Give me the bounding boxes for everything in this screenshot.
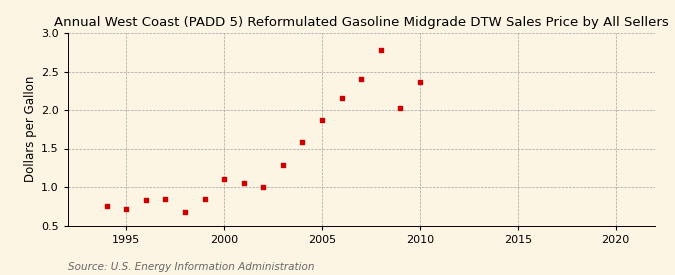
Point <box>199 196 210 201</box>
Point <box>121 207 132 211</box>
Point <box>219 177 230 182</box>
Point <box>140 198 151 202</box>
Point <box>336 95 347 100</box>
Point <box>238 181 249 185</box>
Point <box>258 185 269 189</box>
Point <box>297 140 308 145</box>
Point <box>160 196 171 201</box>
Point <box>180 210 190 214</box>
Text: Source: U.S. Energy Information Administration: Source: U.S. Energy Information Administ… <box>68 262 314 272</box>
Point <box>101 204 112 208</box>
Point <box>317 118 327 122</box>
Point <box>395 106 406 111</box>
Title: Annual West Coast (PADD 5) Reformulated Gasoline Midgrade DTW Sales Price by All: Annual West Coast (PADD 5) Reformulated … <box>54 16 668 29</box>
Point <box>414 79 425 84</box>
Y-axis label: Dollars per Gallon: Dollars per Gallon <box>24 76 36 182</box>
Point <box>277 163 288 167</box>
Point <box>375 48 386 52</box>
Point <box>356 77 367 81</box>
